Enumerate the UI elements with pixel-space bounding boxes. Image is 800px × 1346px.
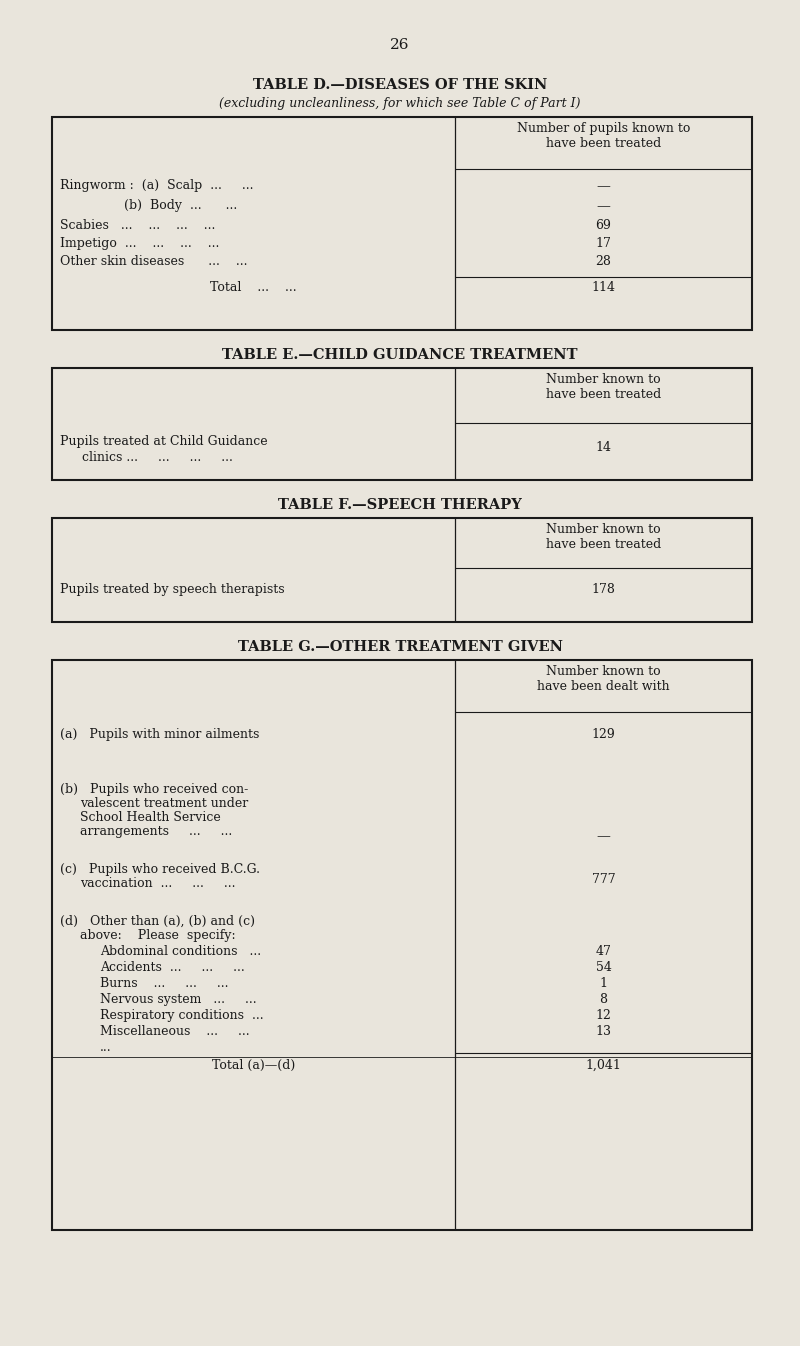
Text: 14: 14: [595, 441, 611, 454]
Text: 28: 28: [595, 254, 611, 268]
Text: Nervous system   ...     ...: Nervous system ... ...: [100, 993, 257, 1005]
Text: 1: 1: [599, 977, 607, 991]
Text: Ringworm :  (a)  Scalp  ...     ...: Ringworm : (a) Scalp ... ...: [60, 179, 254, 192]
Text: arrangements     ...     ...: arrangements ... ...: [80, 825, 232, 839]
Text: TABLE E.—CHILD GUIDANCE TREATMENT: TABLE E.—CHILD GUIDANCE TREATMENT: [222, 349, 578, 362]
Text: TABLE F.—SPEECH THERAPY: TABLE F.—SPEECH THERAPY: [278, 498, 522, 511]
Text: Number known to
have been treated: Number known to have been treated: [546, 524, 661, 551]
Text: TABLE D.—DISEASES OF THE SKIN: TABLE D.—DISEASES OF THE SKIN: [253, 78, 547, 92]
Text: (d)   Other than (a), (b) and (c): (d) Other than (a), (b) and (c): [60, 915, 255, 927]
Bar: [52, 518, 752, 622]
Text: Burns    ...     ...     ...: Burns ... ... ...: [100, 977, 229, 991]
Text: (b)  Body  ...      ...: (b) Body ... ...: [60, 199, 238, 213]
Text: 47: 47: [595, 945, 611, 958]
Text: 8: 8: [599, 993, 607, 1005]
Text: 12: 12: [595, 1010, 611, 1022]
Text: (b)   Pupils who received con-: (b) Pupils who received con-: [60, 783, 248, 795]
Text: above:    Please  specify:: above: Please specify:: [80, 929, 236, 942]
Text: Respiratory conditions  ...: Respiratory conditions ...: [100, 1010, 264, 1022]
Bar: [52, 660, 752, 1230]
Bar: [52, 367, 752, 481]
Text: 69: 69: [595, 219, 611, 232]
Text: 114: 114: [591, 281, 615, 293]
Text: Number of pupils known to
have been treated: Number of pupils known to have been trea…: [517, 122, 690, 149]
Text: Number known to
have been treated: Number known to have been treated: [546, 373, 661, 401]
Text: 129: 129: [592, 728, 615, 742]
Text: Accidents  ...     ...     ...: Accidents ... ... ...: [100, 961, 245, 975]
Text: vaccination  ...     ...     ...: vaccination ... ... ...: [80, 878, 235, 890]
Text: ...: ...: [100, 1040, 112, 1054]
Text: Pupils treated by speech therapists: Pupils treated by speech therapists: [60, 583, 285, 596]
Text: Number known to
have been dealt with: Number known to have been dealt with: [537, 665, 670, 693]
Text: (excluding uncleanliness, for which see Table C of Part I): (excluding uncleanliness, for which see …: [219, 97, 581, 110]
Text: clinics ...     ...     ...     ...: clinics ... ... ... ...: [82, 451, 233, 464]
Text: Scabies   ...    ...    ...    ...: Scabies ... ... ... ...: [60, 219, 215, 232]
Text: Total    ...    ...: Total ... ...: [210, 281, 297, 293]
Text: valescent treatment under: valescent treatment under: [80, 797, 248, 810]
Text: Miscellaneous    ...     ...: Miscellaneous ... ...: [100, 1026, 250, 1038]
Bar: [52, 117, 752, 330]
Text: Total (a)—(d): Total (a)—(d): [212, 1059, 295, 1071]
Text: Impetigo  ...    ...    ...    ...: Impetigo ... ... ... ...: [60, 237, 219, 250]
Text: School Health Service: School Health Service: [80, 812, 221, 824]
Text: TABLE G.—OTHER TREATMENT GIVEN: TABLE G.—OTHER TREATMENT GIVEN: [238, 639, 562, 654]
Text: 1,041: 1,041: [586, 1059, 622, 1071]
Text: —: —: [597, 179, 610, 192]
Text: Abdominal conditions   ...: Abdominal conditions ...: [100, 945, 261, 958]
Text: —: —: [597, 199, 610, 213]
Text: (c)   Pupils who received B.C.G.: (c) Pupils who received B.C.G.: [60, 863, 260, 876]
Text: —: —: [597, 829, 610, 843]
Text: 777: 777: [592, 874, 615, 886]
Text: 13: 13: [595, 1026, 611, 1038]
Text: (a)   Pupils with minor ailments: (a) Pupils with minor ailments: [60, 728, 259, 742]
Text: 178: 178: [591, 583, 615, 596]
Text: Other skin diseases      ...    ...: Other skin diseases ... ...: [60, 254, 247, 268]
Text: 26: 26: [390, 38, 410, 52]
Text: 17: 17: [595, 237, 611, 250]
Text: Pupils treated at Child Guidance: Pupils treated at Child Guidance: [60, 435, 268, 448]
Text: 54: 54: [595, 961, 611, 975]
